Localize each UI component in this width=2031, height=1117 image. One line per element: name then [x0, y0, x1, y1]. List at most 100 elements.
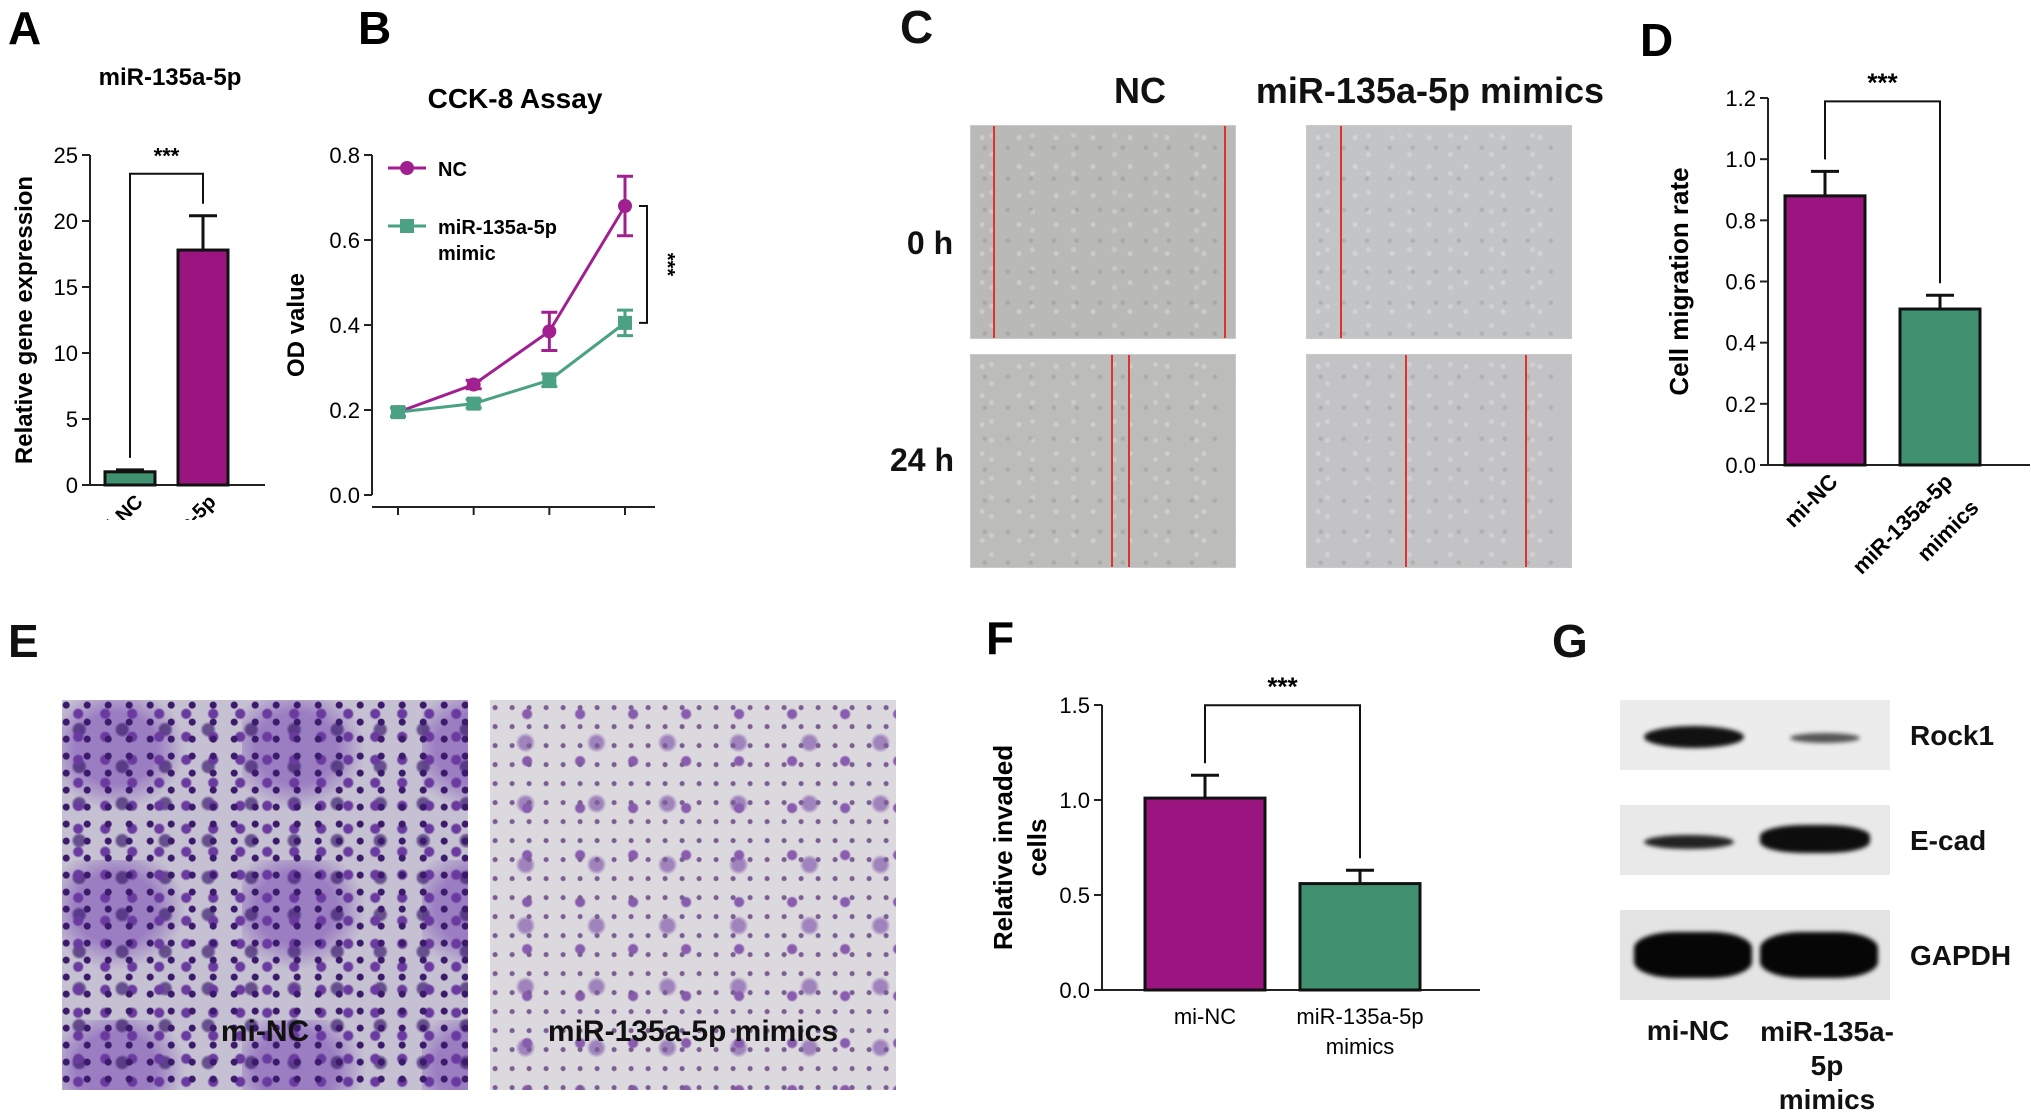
- lane-label-mimics-line1: miR-135a-5p: [1760, 1016, 1894, 1081]
- blot-band: [1634, 932, 1752, 978]
- chart-d: 0.0 0.2 0.4 0.6 0.8 1.0 1.2 Cell migration rate…: [1664, 67, 2030, 579]
- data-point: [618, 199, 632, 213]
- blot-band: [1790, 733, 1860, 743]
- wound-image-nc-0h: [970, 125, 1236, 339]
- panel-a-label: A: [8, 2, 41, 54]
- significance-label: ***: [1867, 67, 1898, 97]
- y-tick-label: 0.4: [1725, 331, 1756, 356]
- y-tick-label: 5: [66, 407, 78, 432]
- y-tick-label: 0.5: [1059, 883, 1090, 908]
- row-label-0h: 0 h: [906, 225, 954, 261]
- legend-label: miR-135a-5p: [438, 217, 557, 239]
- x-tick-label: 24: [452, 518, 486, 520]
- chart-a-title: miR-135a-5p: [99, 64, 242, 91]
- y-tick-label: 0.6: [329, 228, 360, 253]
- series-line: [397, 321, 626, 414]
- data-point: [542, 373, 557, 388]
- category-label: mi-NC: [90, 491, 147, 520]
- x-tick-label: 0: [383, 519, 411, 520]
- y-tick-label: 15: [54, 275, 78, 300]
- panel-f-label: F: [986, 612, 1014, 664]
- y-tick-label: 0.0: [1725, 453, 1756, 478]
- y-tick-label: 1.2: [1725, 86, 1756, 111]
- y-tick-label: 0.8: [329, 143, 360, 168]
- bar: [1143, 796, 1267, 992]
- wound-image-mimics-0h: [1306, 125, 1572, 339]
- bar: [1898, 307, 1982, 467]
- y-axis-label-line: Relative invaded: [988, 745, 1018, 950]
- legend-marker: [400, 161, 414, 175]
- blot-strip-rock1: [1620, 700, 1890, 770]
- panel-c-label: C: [900, 1, 934, 53]
- y-axis-label: Relative gene expression: [11, 176, 38, 464]
- y-tick-label: 0: [66, 473, 78, 498]
- significance-label: ***: [656, 253, 678, 277]
- wound-edge-line: [1340, 126, 1342, 338]
- data-point: [618, 315, 632, 330]
- caption-mi-nc: mi-NC: [220, 1015, 310, 1048]
- blot-band: [1760, 825, 1870, 853]
- y-axis-label: Cell migration rate: [1664, 167, 1694, 395]
- panel-e-label: E: [8, 615, 39, 667]
- y-tick-label: 1.5: [1059, 693, 1090, 718]
- lane-label-mimics-line2: mimics: [1778, 1084, 1876, 1115]
- y-tick-label: 0.0: [1059, 978, 1090, 1003]
- lane-label-mi-nc: mi-NC: [1646, 1015, 1730, 1046]
- wound-edge-line: [993, 126, 995, 338]
- panel-d: D 0.0 0.2 0.4 0.6 0.8 1.0 1.2 Cell migration ra…: [1640, 14, 2030, 579]
- panel-c: C NC miR-135a-5p mimics 0 h 24 h: [710, 0, 1640, 600]
- wound-edge-line: [1525, 355, 1527, 567]
- lane-label-mimics: miR-135a-5p mimics: [1752, 1015, 1902, 1117]
- wound-edge-line: [1111, 355, 1113, 567]
- protein-label-gapdh: GAPDH: [1910, 940, 2012, 971]
- caption-mimics: miR-135a-5p mimics: [547, 1015, 839, 1048]
- category-label: mi-NC: [1779, 469, 1843, 533]
- significance-label: ***: [1267, 671, 1298, 701]
- panel-g: G Rock1 E-cad GAPDH mi-NC miR-135a-5p mi…: [1540, 610, 2031, 1115]
- y-tick-label: 1.0: [1059, 788, 1090, 813]
- wound-image-mimics-24h: [1306, 354, 1572, 568]
- data-point: [391, 405, 405, 420]
- chart-b-title: CCK-8 Assay: [428, 83, 603, 114]
- category-label: mimics: [1326, 1034, 1394, 1059]
- data-point: [542, 324, 557, 339]
- bar: [1298, 882, 1422, 992]
- y-tick-label: 0.2: [1725, 392, 1756, 417]
- blot-band: [1644, 835, 1734, 849]
- y-axis-label: OD value: [283, 273, 310, 377]
- panel-b-label: B: [358, 2, 391, 54]
- y-tick-label: 20: [54, 209, 78, 234]
- y-tick-label: 0.8: [1725, 208, 1756, 233]
- panel-f: F 0.0 0.5 1.0 1.5 Relative invaded cells mi-NC…: [986, 612, 1480, 1059]
- blot-strip-gapdh: [1620, 910, 1890, 1000]
- category-label: miR-135a-5p: [1296, 1004, 1423, 1029]
- panel-a: A miR-135a-5p 0 5 10 15 20 25 Relative gene ex…: [8, 2, 265, 520]
- transwell-image-mimics: [490, 700, 896, 1090]
- x-tick-label: 72: [603, 519, 637, 520]
- y-tick-label: 0.2: [329, 398, 360, 423]
- blot-band: [1760, 932, 1878, 978]
- blot-strip-ecad: [1620, 805, 1890, 875]
- legend-marker: [400, 219, 414, 233]
- panel-d-label: D: [1640, 14, 1673, 66]
- chart-b: 0.00.20.40.60.80244872Time (h)OD valueNC…: [283, 143, 678, 520]
- row-label-24h: 24 h: [889, 442, 955, 478]
- y-axis-label-line: cells: [1022, 819, 1052, 877]
- protein-label-ecad: E-cad: [1910, 825, 1987, 856]
- significance-label: ***: [154, 144, 180, 169]
- data-point: [466, 377, 481, 392]
- wound-edge-line: [1128, 355, 1130, 567]
- col-header-mimics: miR-135a-5p mimics: [1255, 70, 1605, 111]
- y-tick-label: 10: [54, 341, 78, 366]
- bar: [1783, 194, 1867, 467]
- wound-edge-line: [1405, 355, 1407, 567]
- y-tick-label: 0.4: [329, 313, 360, 338]
- significance-bracket: [1824, 100, 1941, 284]
- x-tick-label: 48: [528, 519, 562, 520]
- blot-band: [1644, 726, 1744, 748]
- legend-label: mimic: [438, 243, 496, 265]
- wound-image-nc-24h: [970, 354, 1236, 568]
- y-tick-label: 0.0: [329, 483, 360, 508]
- transwell-image-mi-nc: [62, 700, 468, 1090]
- y-tick-label: 25: [54, 143, 78, 168]
